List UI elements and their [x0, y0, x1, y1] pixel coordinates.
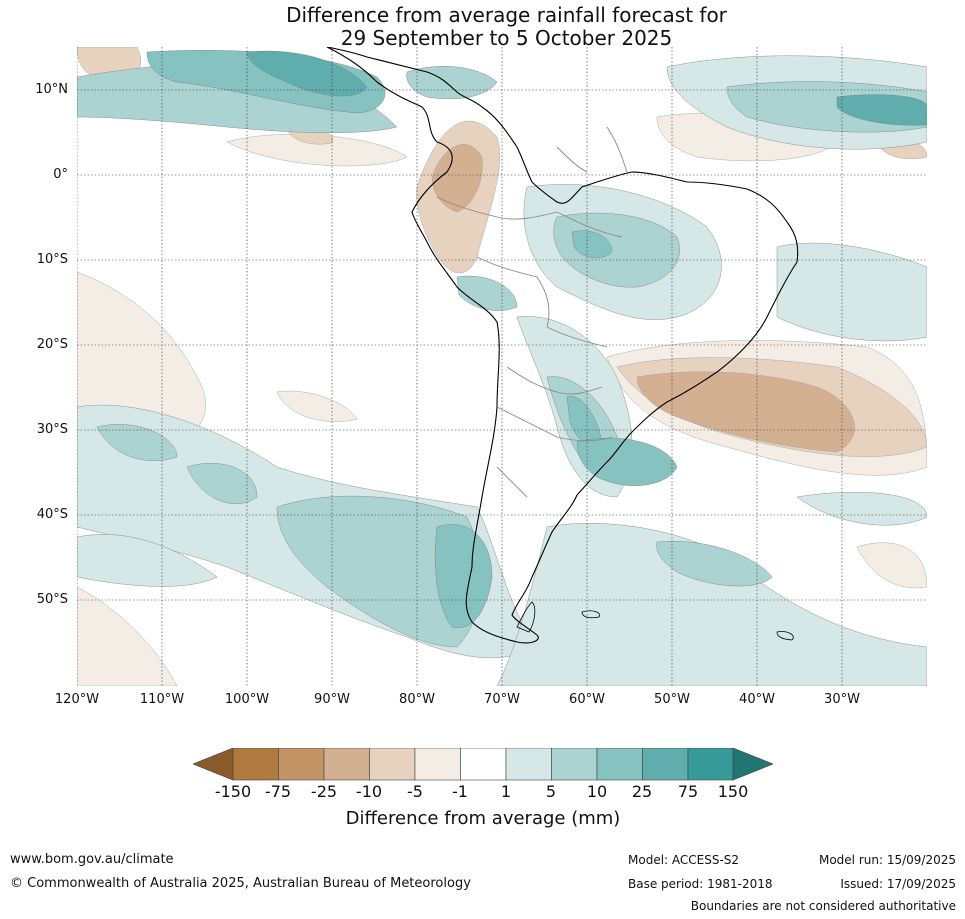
- legend-label: 10: [586, 782, 608, 801]
- legend-swatch-1: [232, 748, 279, 781]
- legend-title: Difference from average (mm): [345, 808, 621, 829]
- country-borders: [436, 126, 628, 498]
- legend-label: -25: [310, 782, 338, 801]
- model-text: Model: ACCESS-S2: [628, 853, 740, 867]
- lat-label-30s: 30°S: [36, 422, 68, 437]
- lon-label-120w: 120°W: [54, 692, 100, 707]
- legend-swatch-10: [642, 748, 689, 781]
- legend-swatch-7: [505, 748, 552, 781]
- legend-swatch-3: [323, 748, 370, 781]
- website-link[interactable]: www.bom.gov.au/climate: [10, 852, 174, 867]
- legend-label: 25: [631, 782, 653, 801]
- legend-colorbar: [193, 748, 773, 781]
- issued-text: Issued: 17/09/2025: [840, 877, 956, 891]
- lon-label-40w: 40°W: [739, 692, 775, 707]
- legend-swatch-8: [551, 748, 598, 781]
- legend-label: 150: [717, 782, 749, 801]
- title-line-2: 29 September to 5 October 2025: [340, 26, 673, 50]
- legend-swatch-5: [414, 748, 461, 781]
- legend-swatch-4: [369, 748, 416, 781]
- legend-swatch-9: [596, 748, 643, 781]
- lon-label-90w: 90°W: [314, 692, 350, 707]
- lat-label-10n: 10°N: [35, 82, 68, 97]
- lon-label-50w: 50°W: [654, 692, 690, 707]
- lon-label-80w: 80°W: [399, 692, 435, 707]
- lon-label-70w: 70°W: [484, 692, 520, 707]
- legend-label: 1: [500, 782, 512, 801]
- base-period-text: Base period: 1981-2018: [628, 877, 773, 891]
- lon-label-100w: 100°W: [224, 692, 270, 707]
- title-line-1: Difference from average rainfall forecas…: [286, 3, 727, 27]
- legend-label: -5: [407, 782, 423, 801]
- lon-label-110w: 110°W: [139, 692, 185, 707]
- model-run-text: Model run: 15/09/2025: [818, 853, 956, 867]
- map-svg: [77, 47, 927, 686]
- lat-label-10s: 10°S: [36, 252, 68, 267]
- legend-swatch-above-150: [732, 748, 773, 781]
- legend-swatch-below-150: [193, 748, 234, 781]
- legend-label: 5: [545, 782, 557, 801]
- disclaimer-text: Boundaries are not considered authoritat…: [690, 899, 956, 913]
- legend-label: -10: [355, 782, 383, 801]
- legend-swatch-11: [687, 748, 734, 781]
- coastline: [326, 47, 799, 644]
- copyright-text: © Commonwealth of Australia 2025, Austra…: [10, 876, 471, 891]
- lon-label-30w: 30°W: [824, 692, 860, 707]
- lat-label-0: 0°: [53, 167, 68, 182]
- legend-swatch-6: [460, 748, 507, 781]
- lon-label-60w: 60°W: [569, 692, 605, 707]
- lat-label-50s: 50°S: [36, 592, 68, 607]
- chart-title: Difference from average rainfall forecas…: [0, 4, 965, 50]
- legend-label: -1: [452, 782, 468, 801]
- legend-label: -150: [214, 782, 252, 801]
- lat-label-20s: 20°S: [36, 337, 68, 352]
- graticule: [77, 47, 927, 686]
- rainfall-anomaly-map: [77, 47, 927, 686]
- lat-label-40s: 40°S: [36, 507, 68, 522]
- legend-label: -75: [264, 782, 292, 801]
- legend-label: 75: [677, 782, 699, 801]
- dry-anomaly-regions: [77, 47, 927, 686]
- legend-swatch-2: [278, 748, 325, 781]
